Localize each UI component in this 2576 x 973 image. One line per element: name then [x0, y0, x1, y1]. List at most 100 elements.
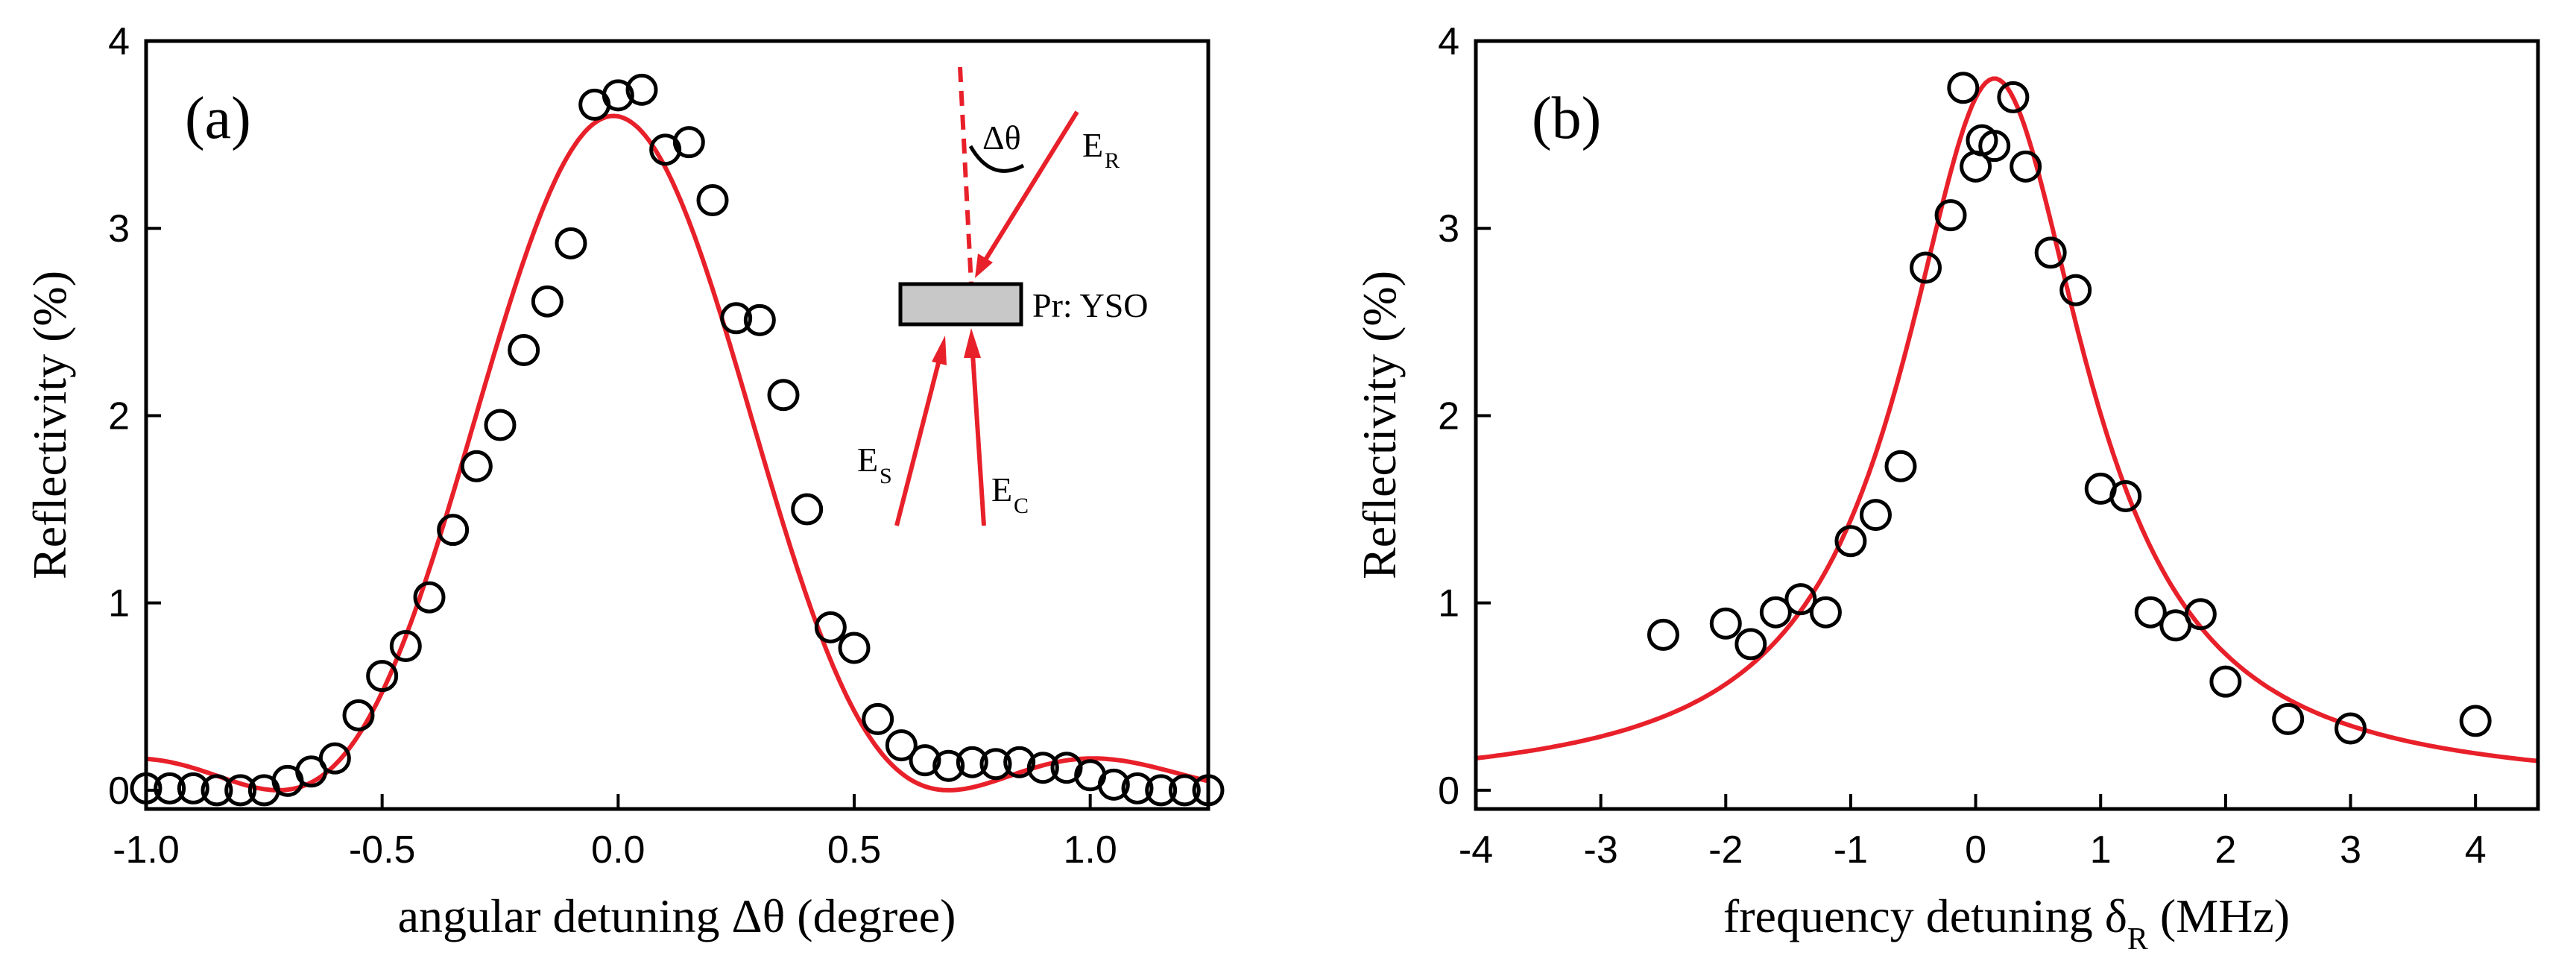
inset-angle-label: Δθ — [982, 119, 1021, 157]
panel-b-y-tick-label: 2 — [1438, 394, 1459, 438]
panel-b-data-point — [2459, 705, 2492, 737]
panel-a-axes: -1.0 -0.5 0.0 0.5 1.0 0 1 2 3 4 — [108, 20, 1117, 872]
inset-beam-r-subscript: R — [1105, 148, 1120, 173]
panel-b-data-point — [2134, 596, 2167, 629]
panel-a-data-point — [531, 285, 564, 318]
inset-normal-dashed-line — [958, 66, 973, 286]
panel-b-data-point — [2109, 479, 2142, 512]
inset-beam-s-subscript: S — [880, 464, 892, 488]
panel-b-data-point — [1809, 596, 1842, 629]
panel-b-data-point — [2010, 150, 2042, 183]
inset-beam-r-label: E — [1082, 126, 1103, 164]
panel-a-fit-curve — [145, 113, 1209, 793]
panel-a-data-point — [1097, 768, 1130, 801]
panel-a-data-point — [696, 184, 729, 217]
panel-a-data-point — [814, 611, 847, 643]
panel-a-x-tick-label: -1.0 — [113, 828, 180, 872]
panel-a-plot-frame — [144, 39, 1210, 811]
panel-b-x-axis-title-unit: (MHz) — [2148, 889, 2290, 942]
inset-beam-c-arrowhead — [964, 328, 981, 358]
panel-b-fit-curve — [1475, 76, 2539, 763]
panel-b-x-tick-label: 0 — [1965, 828, 1986, 872]
panel-a-y-tick-label: 3 — [108, 207, 130, 251]
panel-a-data-point — [389, 629, 422, 662]
panel-b-data-point — [1734, 628, 1767, 661]
inset-beam-c — [970, 353, 986, 526]
panel-b-y-axis-title: Reflectivity (%) — [1353, 271, 1406, 579]
panel-b-x-tick-label: -2 — [1708, 828, 1743, 872]
panel-b-data-point — [2272, 702, 2305, 735]
panel-b-x-axis-title-main: frequency detuning δ — [1723, 889, 2127, 942]
panel-a-data-point — [201, 774, 233, 807]
inset-beam-s — [894, 353, 943, 526]
panel-b-x-tick-label: 2 — [2214, 828, 2236, 872]
panel-b-fit-layer — [1475, 76, 2539, 763]
panel-a-data-point — [154, 772, 186, 804]
inset-beam-s-arrowhead — [932, 336, 947, 365]
panel-b-data-point — [1934, 199, 1967, 232]
panel-b-data-point — [1759, 596, 1792, 629]
panel-a-label: (a) — [185, 86, 251, 151]
panel-a-data-point — [342, 699, 375, 731]
inset-beam-c-subscript: C — [1014, 494, 1029, 518]
panel-a-x-tick-label: -0.5 — [349, 828, 416, 872]
inset-sample-crystal — [898, 282, 1023, 327]
panel-a-marker-layer — [130, 73, 1225, 807]
panel-a-data-point — [649, 133, 682, 166]
panel-a-data-point — [838, 632, 871, 664]
panel-a-data-point — [956, 746, 988, 778]
panel-b-data-point — [1859, 499, 1892, 532]
panel-a-data-point — [437, 514, 470, 547]
panel-b-x-tick-label: 3 — [2340, 828, 2361, 872]
panel-b-data-point — [1647, 618, 1679, 651]
panel-a-y-tick-label: 2 — [108, 394, 130, 438]
panel-a-data-point — [1121, 772, 1154, 804]
panel-b-x-axis-title-subscript: R — [2127, 922, 2148, 957]
panel-b-data-point — [1947, 72, 1980, 104]
panel-b-data-point — [2034, 236, 2067, 269]
inset-sample-label: Pr: YSO — [1032, 286, 1149, 324]
chart-panel-b: -4 -3 -2 -1 0 1 2 3 4 0 1 2 3 4 (b) frequency detunin… — [1353, 20, 2540, 957]
panel-a-data-point — [295, 755, 328, 788]
panel-a-data-point — [932, 749, 965, 782]
panel-a-fit-layer — [145, 113, 1209, 793]
panel-a-data-point — [672, 126, 705, 159]
panel-a-data-point — [318, 742, 351, 775]
panel-b-x-axis-title: frequency detuning δR (MHz) — [1723, 889, 2290, 957]
panel-a-data-point — [1003, 746, 1036, 778]
panel-a-y-tick-label: 0 — [108, 769, 130, 813]
panel-b-data-point — [1709, 607, 1742, 640]
panel-b-data-point — [2184, 598, 2217, 631]
panel-b-y-tick-label: 0 — [1438, 769, 1459, 813]
panel-a-data-point — [791, 493, 824, 526]
panel-b-marker-layer — [1647, 72, 2492, 745]
panel-b-y-tick-label: 1 — [1438, 582, 1459, 626]
panel-a-y-tick-label: 1 — [108, 582, 130, 626]
panel-b-x-tick-label: -1 — [1834, 828, 1868, 872]
panel-a-y-axis-title: Reflectivity (%) — [23, 271, 76, 579]
panel-b-plot-frame — [1474, 39, 2540, 811]
inset-beam-r-arrowhead — [975, 254, 993, 278]
panel-b-axes: -4 -3 -2 -1 0 1 2 3 4 0 1 2 3 4 — [1438, 20, 2487, 872]
panel-a-data-point — [602, 79, 634, 112]
panel-a-x-axis-title: angular detuning Δθ (degree) — [398, 889, 956, 942]
panel-b-label: (b) — [1532, 86, 1601, 151]
panel-a-x-tick-label: 0.5 — [827, 828, 881, 872]
panel-a-data-point — [177, 772, 209, 804]
panel-b-data-point — [2059, 274, 2092, 306]
panel-a-data-point — [366, 660, 399, 693]
panel-a-data-point — [508, 334, 540, 367]
panel-b-data-point — [1834, 525, 1867, 558]
panel-a-data-point — [1026, 752, 1059, 784]
panel-a-data-point — [460, 450, 493, 482]
panel-a-data-point — [413, 581, 446, 614]
inset-beam-r — [980, 110, 1079, 266]
inset-angle-arc — [968, 145, 1025, 173]
panel-a-data-point — [555, 227, 587, 259]
panel-b-y-tick-label: 3 — [1438, 207, 1459, 251]
panel-a-data-point — [767, 379, 800, 412]
panel-a-data-point — [1145, 774, 1178, 807]
panel-b-data-point — [1884, 450, 1917, 482]
inset-beam-c-label: E — [991, 470, 1012, 508]
